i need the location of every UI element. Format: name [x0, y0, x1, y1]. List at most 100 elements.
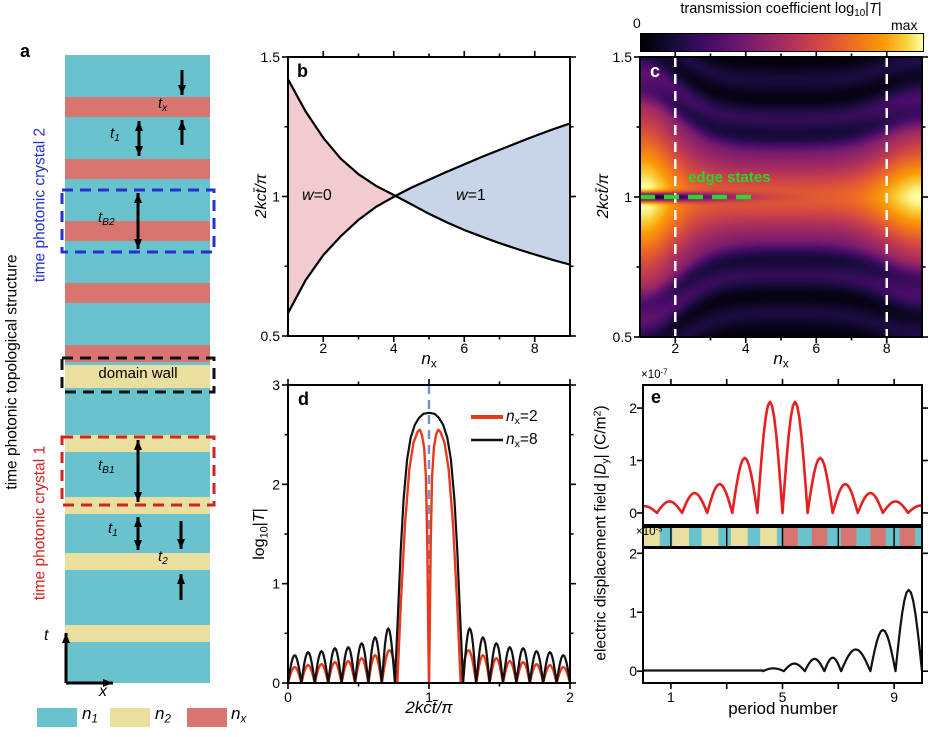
- t-axis-label: t: [44, 627, 49, 644]
- t-2-label: t2: [158, 548, 168, 568]
- strip-nx-segment: [870, 527, 886, 547]
- nx-stripe: [65, 97, 210, 117]
- nx-stripe: [65, 283, 210, 303]
- side-label-crystal1: time photonic crystal 1: [31, 445, 49, 601]
- x-tick-label: 6: [812, 340, 820, 356]
- x-tick-label: 5: [779, 689, 787, 705]
- t-x-label: tx: [158, 95, 168, 115]
- axes-b: 2 4 6 8 0.5 1 1.5: [261, 49, 576, 356]
- y-tick-label: 1: [629, 604, 637, 620]
- y-tick-label: 0: [629, 663, 637, 679]
- x-tick-label: 4: [390, 340, 398, 356]
- x-axis-label: x: [99, 683, 107, 700]
- strip-n2-segment: [760, 527, 777, 547]
- strip-nx-segment: [811, 527, 828, 547]
- domain-wall-stripe: [65, 365, 210, 388]
- panel-e-letter: e: [651, 387, 662, 407]
- strip-nx-segment: [782, 527, 798, 547]
- strip-n2-segment: [672, 527, 690, 547]
- panel-a-structure: [37, 55, 227, 727]
- unit-cell-dashed-box: [60, 356, 216, 394]
- y-tick-label: 2: [629, 400, 637, 416]
- t-1-label-crystal1: t1: [108, 520, 118, 540]
- colorbar: [640, 33, 924, 52]
- axes-c: 2 4 6 8 0.5 1 1.5: [613, 49, 928, 356]
- y-tick-label: 0: [629, 505, 637, 521]
- lower-band-edge-curve: [288, 122, 570, 314]
- panel-e-bottom-scale: ×10-5: [636, 524, 663, 538]
- w1-gap-region: [395, 123, 570, 265]
- y-tick-label: 2: [629, 545, 637, 561]
- axes-e_top: 0 1 2: [629, 379, 928, 526]
- axes-d: 0 1 2 0 1 2 3: [272, 377, 576, 705]
- strip-nx-segment: [899, 527, 916, 547]
- y-tick-label: 0.5: [613, 329, 633, 345]
- y-tick-label: 1.5: [613, 49, 633, 65]
- y-tick-label: 1: [272, 576, 280, 592]
- domain-wall-label: domain wall: [98, 365, 178, 382]
- side-label-crystal2: time photonic crystal 2: [31, 127, 49, 283]
- colorbar-min-label: 0: [633, 15, 641, 31]
- edge-states-label: edge states: [688, 169, 771, 186]
- x-tick-label: 1: [667, 689, 675, 705]
- legend-nx2-label: nx=2: [506, 408, 538, 428]
- n2-stripe: [65, 625, 210, 642]
- panel-c-letter: c: [650, 61, 661, 81]
- panel-c-markers: [640, 57, 888, 337]
- x-tick-label: 2: [566, 689, 574, 705]
- y-tick-label: 1.5: [261, 49, 281, 65]
- t-B2-label: tB2: [98, 209, 115, 229]
- y-tick-label: 1: [272, 189, 280, 205]
- panel-b-letter: b: [297, 61, 308, 81]
- strip-n2-segment: [643, 527, 660, 547]
- t-1-label-crystal2: t1: [110, 125, 120, 145]
- panel-d-xlabel: 2kct̄/π: [405, 698, 453, 717]
- x-tick-label: 0: [284, 689, 292, 705]
- panel-e-top-chart: [643, 400, 922, 515]
- strip-n2-segment: [701, 527, 719, 547]
- upper-band-edge-curve: [288, 78, 570, 266]
- legend-swatch: [187, 708, 227, 727]
- panel-b-ylabel: 2kct̄/π: [253, 173, 270, 219]
- panel-b-chart: [288, 78, 570, 314]
- panel-e-bottom-chart: [643, 588, 922, 673]
- y-tick-label: 2: [272, 476, 280, 492]
- strip-n2-segment: [730, 527, 748, 547]
- unit-cell-dashed-box: [60, 188, 216, 254]
- t-B1-label: tB1: [98, 457, 115, 477]
- axes-e_bottom: 1 5 9 0 1 2: [629, 545, 928, 705]
- n2-stripe: [65, 553, 210, 570]
- x-tick-label: 4: [742, 340, 750, 356]
- edge-state-field-curve: [643, 400, 922, 515]
- x-tick-label: 2: [671, 340, 679, 356]
- nx-stripe: [65, 159, 210, 179]
- panel-e-top-scale: ×10-7: [641, 367, 668, 381]
- x-tick-label: 9: [890, 689, 898, 705]
- panel-e-ylabel: electric displacement field |Dy| (C/m2): [591, 405, 612, 661]
- panel-c-xlabel: nx: [773, 349, 789, 371]
- panel-d-letter: d: [298, 389, 309, 409]
- transmission-heatmap: [640, 57, 922, 337]
- region-w1-label: w=1: [456, 187, 486, 204]
- legend-nx8-label: nx=8: [506, 431, 538, 451]
- y-tick-label: 0: [272, 675, 280, 691]
- structure-strip: [642, 526, 923, 548]
- panel-a-letter: a: [20, 41, 31, 61]
- region-w0-label: w=0: [302, 187, 332, 204]
- legend-n1-label: n1: [82, 704, 98, 726]
- legend-swatch: [37, 708, 77, 727]
- y-tick-label: 1: [629, 453, 637, 469]
- x-tick-label: 8: [883, 340, 891, 356]
- legend-swatch: [110, 708, 150, 727]
- y-tick-label: 1: [624, 189, 632, 205]
- unit-cell-dashed-box: [60, 435, 216, 507]
- band-edge-field-curve: [643, 588, 922, 673]
- transmission-curve-nx8: [288, 411, 570, 683]
- strip-nx-segment: [841, 527, 857, 547]
- y-tick-label: 3: [272, 377, 280, 393]
- x-tick-label: 8: [531, 340, 539, 356]
- side-label-structure: time photonic topological structure: [3, 254, 21, 490]
- x-tick-label: 1: [425, 689, 433, 705]
- panel-c-ylabel: 2kct̄/π: [595, 173, 612, 219]
